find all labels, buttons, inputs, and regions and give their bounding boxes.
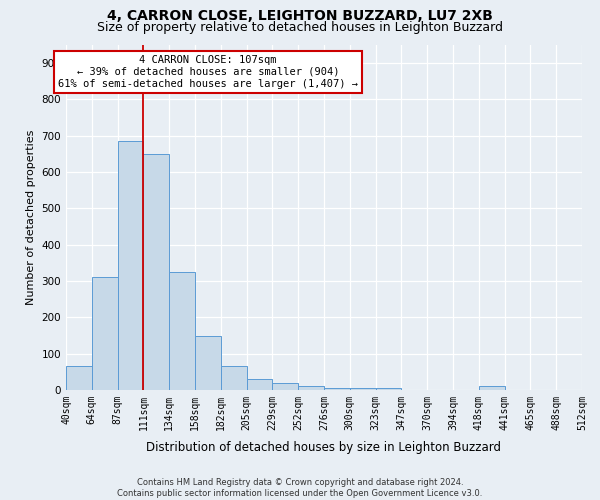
Bar xyxy=(195,336,221,390)
Bar xyxy=(479,386,505,390)
Bar xyxy=(376,388,401,390)
Bar xyxy=(169,272,195,390)
Text: Size of property relative to detached houses in Leighton Buzzard: Size of property relative to detached ho… xyxy=(97,21,503,34)
Bar xyxy=(298,386,324,390)
Bar xyxy=(247,379,272,390)
Text: Contains HM Land Registry data © Crown copyright and database right 2024.
Contai: Contains HM Land Registry data © Crown c… xyxy=(118,478,482,498)
Bar xyxy=(118,141,143,390)
Text: 4 CARRON CLOSE: 107sqm
← 39% of detached houses are smaller (904)
61% of semi-de: 4 CARRON CLOSE: 107sqm ← 39% of detached… xyxy=(58,56,358,88)
Bar xyxy=(272,382,298,390)
X-axis label: Distribution of detached houses by size in Leighton Buzzard: Distribution of detached houses by size … xyxy=(146,441,502,454)
Bar xyxy=(66,366,92,390)
Text: 4, CARRON CLOSE, LEIGHTON BUZZARD, LU7 2XB: 4, CARRON CLOSE, LEIGHTON BUZZARD, LU7 2… xyxy=(107,9,493,23)
Bar xyxy=(92,278,118,390)
Bar xyxy=(350,388,376,390)
Bar xyxy=(221,366,247,390)
Bar xyxy=(324,388,350,390)
Bar xyxy=(143,154,169,390)
Y-axis label: Number of detached properties: Number of detached properties xyxy=(26,130,36,305)
